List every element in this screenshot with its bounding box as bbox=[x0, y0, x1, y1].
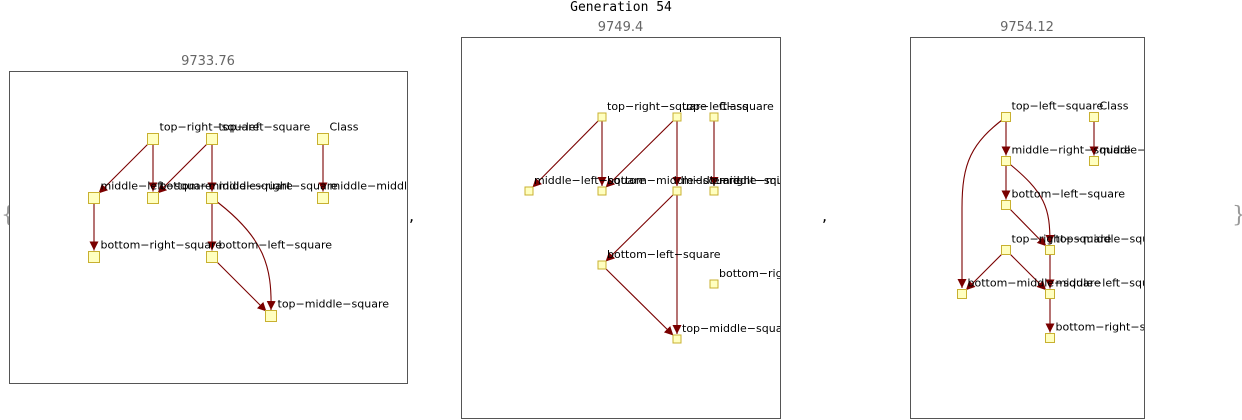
node-label: middle−middle−square bbox=[330, 180, 409, 193]
node-box bbox=[88, 192, 100, 204]
list-separator: , bbox=[409, 206, 415, 225]
node-box bbox=[672, 112, 682, 122]
node-box bbox=[265, 310, 277, 322]
generation-title: Generation 54 bbox=[570, 0, 672, 15]
edge-arrow bbox=[1005, 249, 1047, 291]
node-box bbox=[317, 192, 329, 204]
node-label: middle−left−square bbox=[534, 174, 646, 187]
node-label: top−middle−square bbox=[682, 322, 781, 335]
node-label: bottom−middle−square bbox=[968, 277, 1101, 290]
node-box bbox=[957, 289, 967, 299]
node-label: middle−right−square bbox=[1012, 144, 1132, 157]
node-label: middle−left−square bbox=[1056, 277, 1146, 290]
edge-arrow bbox=[98, 138, 154, 194]
graph-canvas: top−left−squareClassmiddle−right−squarem… bbox=[957, 100, 1146, 343]
node-box bbox=[1045, 245, 1055, 255]
panel-score: 9749.4 bbox=[597, 20, 644, 35]
node-box bbox=[1045, 333, 1055, 343]
node-label: bottom−right−square bbox=[101, 239, 223, 252]
edge-arrow bbox=[1005, 160, 1055, 245]
list-separator: , bbox=[822, 206, 828, 225]
close-brace: } bbox=[1232, 203, 1242, 229]
node-label: middle−right−square bbox=[682, 174, 781, 187]
node-box bbox=[206, 133, 218, 145]
node-box bbox=[709, 279, 719, 289]
node-label: top−right−square bbox=[160, 121, 260, 134]
node-box bbox=[88, 251, 100, 263]
node-label: Class bbox=[1100, 100, 1129, 113]
node-label: top−right−square bbox=[607, 100, 707, 113]
edge-arrow bbox=[532, 116, 603, 188]
node-box bbox=[206, 251, 218, 263]
panel-score: 9754.12 bbox=[1000, 20, 1054, 35]
graph-panel: top−right−square top−left−square Class midd… bbox=[461, 37, 781, 419]
node-box bbox=[597, 112, 607, 122]
edge-arrow bbox=[157, 138, 213, 194]
edge-arrow bbox=[965, 249, 1007, 291]
node-label: top−left−square bbox=[682, 100, 774, 113]
node-label: bottom−left−square bbox=[1012, 188, 1126, 201]
node-label: bottom−right−square bbox=[1056, 321, 1146, 334]
edge-arrow bbox=[605, 116, 678, 188]
node-box bbox=[524, 186, 534, 196]
graph-panel: top−left−square Class middle−right−square m… bbox=[910, 37, 1145, 419]
node-label: Class bbox=[719, 100, 748, 113]
node-label: middle−left−square bbox=[101, 180, 213, 193]
node-box bbox=[1001, 112, 1011, 122]
node-box bbox=[1001, 156, 1011, 166]
node-box bbox=[147, 133, 159, 145]
node-box bbox=[1001, 245, 1011, 255]
edge-arrow bbox=[601, 264, 674, 336]
node-label: top−middle−square bbox=[1056, 233, 1146, 246]
node-label: bottom−middle−square bbox=[160, 180, 293, 193]
node-box bbox=[709, 186, 719, 196]
edge-arrow bbox=[1005, 204, 1047, 247]
node-box bbox=[672, 186, 682, 196]
node-box bbox=[709, 112, 719, 122]
node-label: middle−middle−square bbox=[1100, 144, 1146, 157]
node-label: top−left−square bbox=[1012, 100, 1104, 113]
node-box bbox=[672, 334, 682, 344]
node-label: bottom−left−square bbox=[219, 239, 333, 252]
node-box bbox=[1089, 112, 1099, 122]
node-box bbox=[1045, 289, 1055, 299]
node-label: bottom−left−square bbox=[607, 248, 721, 261]
node-label: middle−right−square bbox=[219, 180, 339, 193]
node-label: middle−middle−square bbox=[719, 174, 781, 187]
edge-arrow bbox=[211, 256, 267, 312]
node-box bbox=[1089, 156, 1099, 166]
node-box bbox=[317, 133, 329, 145]
node-box bbox=[597, 186, 607, 196]
graph-panel: top−right−square top−left−square Class midd… bbox=[9, 71, 408, 384]
node-box bbox=[1001, 200, 1011, 210]
node-box bbox=[147, 192, 159, 204]
node-label: top−right−square bbox=[1012, 233, 1112, 246]
edge-arrow bbox=[605, 190, 678, 262]
node-label: Class bbox=[330, 121, 359, 134]
node-label: bottom−right−square bbox=[719, 267, 781, 280]
panel-score: 9733.76 bbox=[181, 54, 235, 69]
node-box bbox=[206, 192, 218, 204]
edge-arrow bbox=[211, 197, 276, 311]
node-label: bottom−middle−square bbox=[607, 174, 740, 187]
node-label: top−middle−square bbox=[278, 298, 390, 311]
node-label: top−left−square bbox=[219, 121, 311, 134]
node-box bbox=[597, 260, 607, 270]
edge-arrow bbox=[957, 116, 1007, 288]
